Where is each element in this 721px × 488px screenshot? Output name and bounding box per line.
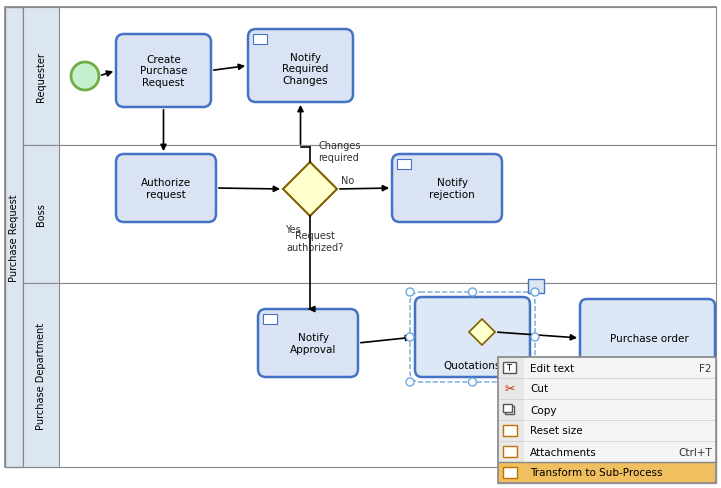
Bar [528, 280, 544, 293]
Text: Purchase Department: Purchase Department [36, 322, 46, 428]
Text: Notify
Approval: Notify Approval [290, 332, 336, 354]
Text: Edit text: Edit text [530, 363, 574, 373]
Bar [505, 406, 514, 414]
Bar [397, 160, 411, 170]
Bar [498, 378, 716, 399]
Bar [503, 467, 517, 478]
FancyBboxPatch shape [116, 155, 216, 223]
Bar [498, 462, 716, 483]
Bar [498, 357, 716, 483]
Text: Requester: Requester [36, 52, 46, 102]
Bar [498, 357, 716, 483]
Text: Authorize
request: Authorize request [141, 178, 191, 200]
Text: Purchase Request: Purchase Request [9, 194, 19, 281]
Bar [23, 8, 59, 146]
Text: Notify
rejection: Notify rejection [429, 178, 475, 200]
FancyBboxPatch shape [392, 155, 502, 223]
Bar [263, 314, 277, 325]
Circle shape [406, 378, 414, 386]
Bar [498, 399, 716, 420]
Text: ✂: ✂ [505, 382, 516, 395]
Circle shape [406, 288, 414, 296]
Text: Request
authorized?: Request authorized? [286, 230, 344, 252]
Bar [498, 420, 716, 441]
Text: F2: F2 [699, 363, 712, 373]
Bar [23, 8, 716, 146]
Bar [498, 399, 524, 420]
Bar [498, 357, 524, 378]
Bar [498, 357, 716, 378]
Text: Copy: Copy [530, 405, 557, 415]
Bar [498, 441, 716, 462]
Circle shape [531, 378, 539, 386]
Text: Ctrl+T: Ctrl+T [678, 447, 712, 457]
Bar [23, 284, 716, 467]
Circle shape [406, 333, 414, 341]
Bar [498, 378, 524, 399]
Circle shape [469, 288, 477, 296]
Bar [23, 146, 59, 284]
Text: Attachments: Attachments [530, 447, 597, 457]
Bar [498, 462, 524, 483]
Polygon shape [469, 319, 495, 346]
Text: Yes: Yes [285, 224, 301, 235]
Text: Notify
Required
Changes: Notify Required Changes [283, 53, 329, 86]
Bar [503, 446, 517, 457]
Bar [5, 8, 23, 467]
FancyBboxPatch shape [415, 297, 530, 377]
Circle shape [531, 288, 539, 296]
Circle shape [71, 63, 99, 91]
Text: Create
Purchase
Request: Create Purchase Request [140, 55, 187, 88]
Bar [498, 420, 524, 441]
Text: Purchase order: Purchase order [610, 333, 689, 343]
Circle shape [469, 378, 477, 386]
Text: Quotations: Quotations [444, 360, 501, 370]
Bar [503, 404, 512, 412]
Text: Cut: Cut [530, 384, 548, 394]
Bar [498, 441, 524, 462]
Bar [23, 146, 716, 284]
Bar [503, 362, 516, 373]
FancyBboxPatch shape [258, 309, 358, 377]
FancyBboxPatch shape [248, 30, 353, 103]
FancyBboxPatch shape [116, 35, 211, 108]
Text: No: No [341, 176, 354, 185]
Bar [503, 425, 517, 436]
Text: Reset size: Reset size [530, 426, 583, 436]
Bar [23, 284, 59, 467]
Text: T: T [506, 363, 511, 372]
Text: Changes
required: Changes required [318, 141, 360, 163]
FancyBboxPatch shape [580, 299, 715, 377]
Circle shape [531, 333, 539, 341]
Text: Transform to Sub-Process: Transform to Sub-Process [530, 468, 663, 478]
Bar [253, 35, 267, 45]
Polygon shape [283, 163, 337, 217]
Text: Boss: Boss [36, 203, 46, 226]
